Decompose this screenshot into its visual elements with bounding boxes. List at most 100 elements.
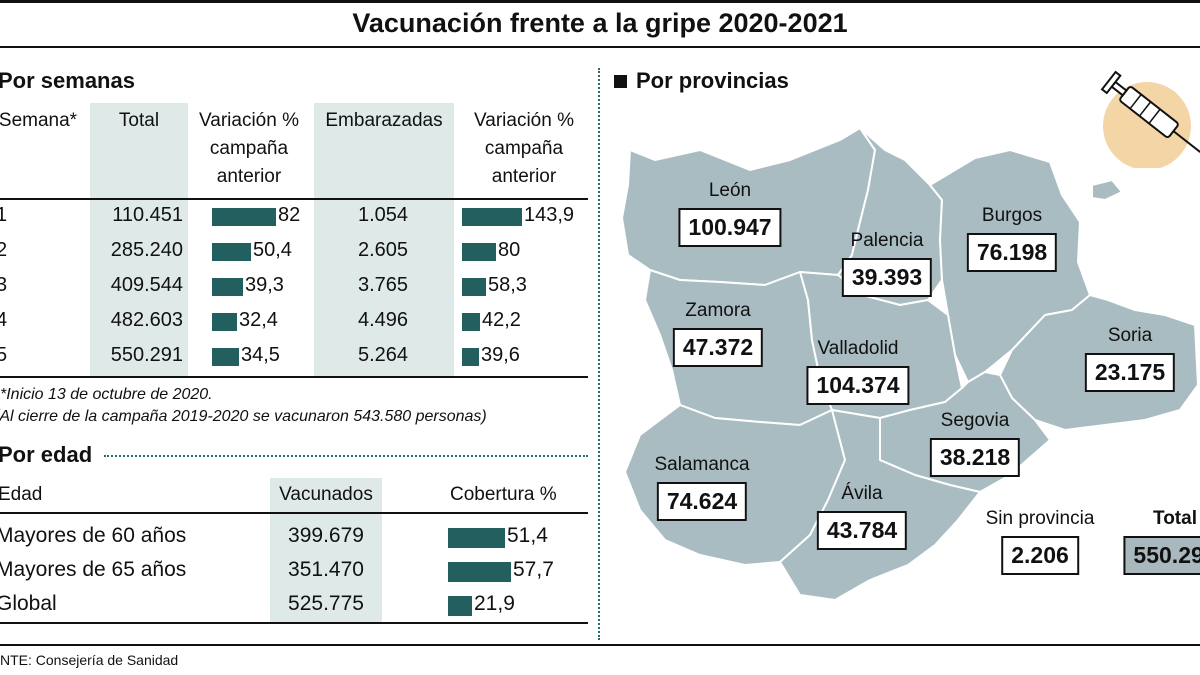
province-name: Segovia [940,410,1010,431]
age-cobertura-bar [448,596,472,616]
edad-bottom-rule [0,622,588,624]
week-total: 285.240 [110,239,183,261]
age-cobertura-bar [448,528,505,548]
age-group: Global [0,592,57,615]
province-value: 74.624 [656,482,748,521]
week-var-emb-label: 39,6 [481,344,520,366]
weeks-header-rule [0,198,588,200]
note-inicio: *Inicio 13 de octubre de 2020. [0,386,213,403]
province-value: 23.175 [1084,353,1176,392]
week-total: 110.451 [112,204,183,226]
map-avila [779,409,981,601]
week-number: 5 [0,344,8,366]
week-number: 3 [0,274,8,296]
week-var-total-label: 39,3 [245,274,284,296]
week-var-total-label: 82 [278,204,301,226]
age-group: Mayores de 65 años [0,558,187,581]
week-var-total-bar [212,348,239,366]
age-vacunados: 351.470 [288,558,364,581]
shade-total [90,103,188,378]
province-value: 76.198 [966,233,1058,272]
week-var-emb-bar [462,348,479,366]
shade-vacunados [270,478,382,623]
section-title-edad: Por edad [0,442,93,467]
province-value: 100.947 [678,208,782,247]
week-var-emb-bar [462,313,480,331]
week-embarazadas: 1.054 [357,204,409,226]
note-campana: (Al cierre de la campaña 2019-2020 se va… [0,408,487,425]
map-burgos-exclave [1091,179,1123,201]
header-var-emb: Variación % campaña anterior [474,110,574,187]
section-title-provincias: Por provincias [636,68,789,93]
province-name: Palencia [850,230,924,251]
column-separator [598,68,600,640]
province-name: León [708,180,752,201]
age-vacunados: 525.775 [288,592,364,615]
header-edad: Edad [0,484,43,505]
age-cobertura-label: 51,4 [507,524,548,547]
age-group: Mayores de 60 años [0,524,187,547]
province-value: 2.206 [1001,536,1079,575]
week-number: 2 [0,239,8,261]
source-note: NTE: Consejería de Sanidad [0,652,179,668]
province-value: 550.291 [1123,536,1200,575]
bottom-rule [0,644,1200,646]
age-cobertura-label: 57,7 [513,558,554,581]
week-var-total-bar [212,313,237,331]
header-total: Total [118,110,160,131]
week-var-emb-bar [462,208,522,226]
province-name: Ávila [841,483,883,504]
week-total: 409.544 [110,274,183,296]
province-name: Burgos [981,205,1043,226]
edad-dotted-rule [104,455,588,457]
province-value: 43.784 [816,511,908,550]
week-total: 550.291 [110,344,183,366]
section-title-semanas: Por semanas [0,68,135,93]
province-value: 38.218 [929,438,1021,477]
week-var-total-label: 50,4 [253,239,292,261]
shade-embarazadas [314,103,454,378]
header-vacunados: Vacunados [279,484,373,505]
province-name: Zamora [685,300,751,321]
header-cobertura: Cobertura % [450,484,557,505]
week-embarazadas: 2.605 [357,239,409,261]
province-value: 39.393 [841,258,933,297]
weeks-bottom-rule [0,376,588,378]
week-var-emb-bar [462,278,486,296]
age-cobertura-label: 21,9 [474,592,515,615]
province-value: 104.374 [806,366,910,405]
header-var-total: Variación % campaña anterior [199,110,299,187]
age-cobertura-bar [448,562,511,582]
week-var-total-bar [212,278,243,296]
week-embarazadas: 3.765 [357,274,409,296]
province-value: 47.372 [672,328,764,367]
map-leon [621,127,876,286]
province-name: Sin provincia [985,508,1095,529]
title-rule [0,46,1200,48]
week-var-total-bar [212,243,251,261]
province-name: Salamanca [654,454,750,475]
week-number: 4 [0,309,8,331]
header-semana: Semana* [0,110,78,131]
age-vacunados: 399.679 [288,524,364,547]
week-var-emb-label: 143,9 [524,204,575,226]
province-name: Valladolid [817,338,899,359]
week-var-total-label: 32,4 [239,309,278,331]
week-number: 1 [0,204,8,226]
edad-header-rule [0,512,588,514]
week-var-total-bar [212,208,276,226]
syringe-icon [1100,70,1200,168]
page-title: Vacunación frente a la gripe 2020-2021 [352,8,848,38]
week-var-emb-label: 80 [498,239,521,261]
square-bullet-icon [614,75,627,88]
week-var-total-label: 34,5 [241,344,280,366]
top-rule [0,0,1200,3]
week-var-emb-label: 58,3 [488,274,527,296]
week-total: 482.603 [110,309,183,331]
week-var-emb-bar [462,243,496,261]
province-name: Total [1153,508,1197,529]
week-var-emb-label: 42,2 [482,309,521,331]
week-embarazadas: 5.264 [357,344,409,366]
province-name: Soria [1107,325,1153,346]
week-embarazadas: 4.496 [357,309,409,331]
